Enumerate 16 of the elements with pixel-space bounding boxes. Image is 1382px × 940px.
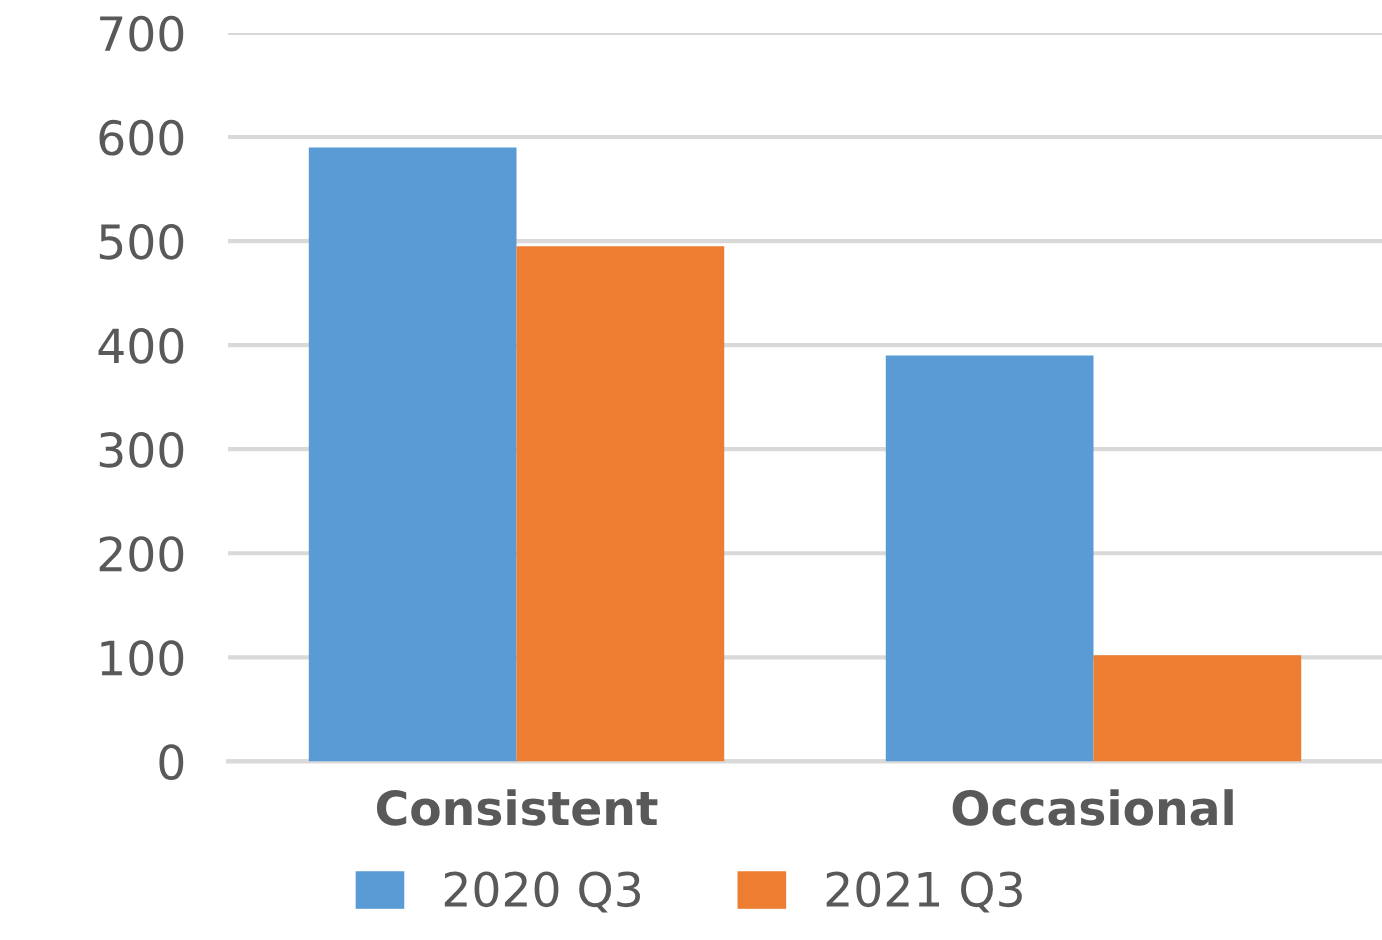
x-tick-label: Consistent — [376, 789, 658, 826]
y-tick-label: 400 — [98, 328, 184, 364]
y-tick-label: 500 — [99, 223, 184, 260]
y-tick-label: 100 — [101, 640, 184, 676]
y-tick-label: 0 — [159, 744, 184, 781]
legend-label: 2020 Q3 — [444, 871, 640, 913]
bar — [516, 246, 725, 762]
legend-label: 2021 Q3 — [826, 871, 1022, 913]
bar — [885, 355, 1094, 762]
y-tick-label: 600 — [99, 119, 184, 156]
y-tick-label: 200 — [99, 536, 184, 572]
x-tick-label: Occasional — [952, 789, 1233, 826]
y-tick-label: 300 — [99, 432, 184, 468]
y-tick-label: 700 — [100, 15, 184, 52]
bar — [1093, 655, 1302, 762]
bar — [308, 147, 517, 762]
